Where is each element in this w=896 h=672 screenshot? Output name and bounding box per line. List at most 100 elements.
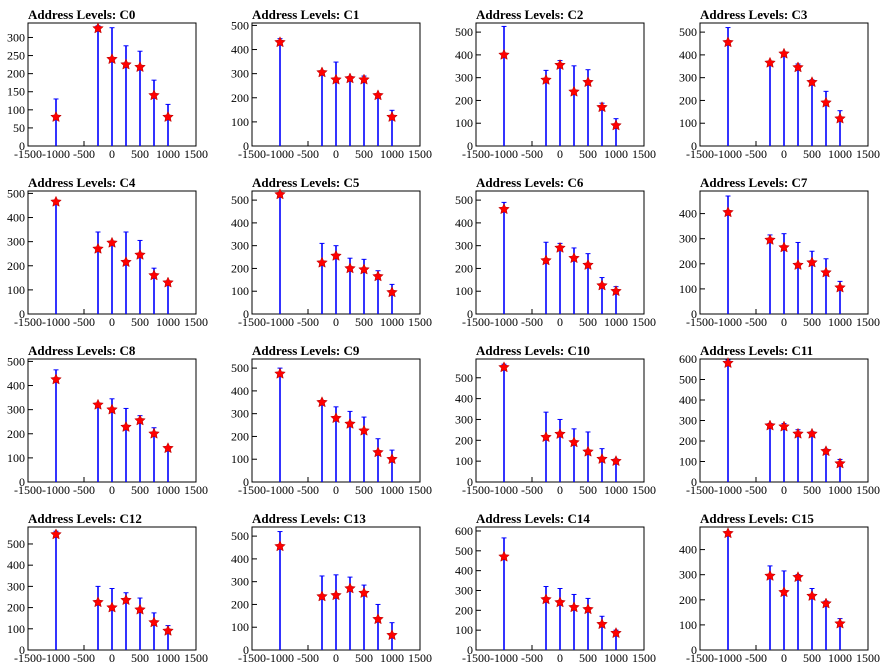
peak-marker: [582, 445, 594, 457]
peak-marker: [358, 263, 370, 275]
peak-marker: [778, 241, 790, 253]
y-tick-label: 100: [455, 284, 473, 298]
x-tick-label: 500: [579, 315, 597, 329]
y-tick-label: 400: [231, 384, 249, 398]
y-tick-label: 100: [455, 623, 473, 637]
y-tick-label: 400: [455, 392, 473, 406]
chart-panel: Address Levels: C50100200300400500-1500-…: [231, 175, 432, 329]
x-tick-label: -1000: [266, 147, 294, 161]
peak-marker: [92, 596, 104, 608]
chart-panel: Address Levels: C30100200300400500-1500-…: [679, 7, 880, 161]
y-tick-label: 200: [7, 601, 25, 615]
peak-marker: [344, 582, 356, 594]
x-tick-label: -1500: [238, 483, 266, 497]
y-tick-label: 400: [679, 543, 697, 557]
y-tick-label: 0: [19, 643, 25, 657]
y-tick-label: 0: [243, 307, 249, 321]
x-tick-label: 1500: [856, 147, 880, 161]
x-tick-label: 1000: [156, 315, 180, 329]
x-tick-label: 0: [781, 147, 787, 161]
peak-marker: [372, 89, 384, 101]
x-tick-label: -500: [297, 651, 319, 665]
y-tick-label: 0: [691, 139, 697, 153]
y-tick-label: 0: [19, 475, 25, 489]
peak-marker: [722, 36, 734, 48]
x-tick-label: -1500: [686, 651, 714, 665]
y-tick-label: 400: [679, 207, 697, 221]
peak-marker: [344, 417, 356, 429]
y-tick-label: 0: [243, 139, 249, 153]
x-tick-label: 1500: [632, 315, 656, 329]
chart-panel: Address Levels: C12 0 100 200 300 400 500 -1500…: [7, 511, 208, 665]
peak-marker: [316, 256, 328, 268]
peak-marker: [568, 601, 580, 613]
peak-marker: [792, 258, 804, 270]
chart-title: Address Levels: C5: [252, 175, 360, 190]
y-tick-label: 0: [467, 643, 473, 657]
chart-title: Address Levels: C11: [700, 343, 813, 358]
chart-panel: Address Levels: C10100200300400500-1500-…: [231, 7, 432, 161]
x-tick-label: -1500: [462, 483, 490, 497]
chart-panel: Address Levels: C13 0 100 200 300 400 500 -1500…: [231, 511, 432, 665]
x-tick-label: -500: [745, 483, 767, 497]
peak-marker: [498, 361, 510, 373]
peak-marker: [330, 412, 342, 424]
x-tick-label: 500: [579, 147, 597, 161]
peak-marker: [806, 589, 818, 601]
x-tick-label: 1500: [632, 147, 656, 161]
y-tick-label: 100: [7, 451, 25, 465]
y-tick-label: 400: [7, 379, 25, 393]
peak-marker: [372, 446, 384, 458]
y-tick-label: 200: [231, 261, 249, 275]
x-tick-label: -1000: [42, 147, 70, 161]
y-tick-label: 100: [679, 282, 697, 296]
y-tick-label: 100: [231, 620, 249, 634]
peak-marker: [806, 256, 818, 268]
x-tick-label: -1500: [686, 147, 714, 161]
peak-marker: [134, 603, 146, 615]
y-tick-label: 400: [455, 48, 473, 62]
x-tick-label: -1000: [42, 315, 70, 329]
x-tick-label: -1000: [490, 315, 518, 329]
x-tick-label: 1500: [632, 651, 656, 665]
y-tick-label: 300: [7, 579, 25, 593]
peak-marker: [596, 279, 608, 291]
x-tick-label: 0: [781, 651, 787, 665]
peak-marker: [554, 427, 566, 439]
y-tick-label: 500: [455, 544, 473, 558]
peak-marker: [498, 203, 510, 215]
y-tick-label: 100: [231, 115, 249, 129]
chart-panel: Address Levels: C7 0 100 200 300 400 -1500 -100…: [679, 175, 880, 329]
y-tick-label: 100: [679, 455, 697, 469]
y-tick-label: 0: [243, 475, 249, 489]
peak-marker: [596, 101, 608, 113]
x-tick-label: 1000: [380, 147, 404, 161]
peak-marker: [540, 431, 552, 443]
y-tick-label: 300: [231, 407, 249, 421]
peak-marker: [330, 589, 342, 601]
y-tick-label: 0: [19, 139, 25, 153]
peak-marker: [134, 414, 146, 426]
peak-marker: [372, 270, 384, 282]
x-tick-label: -500: [521, 483, 543, 497]
y-tick-label: 300: [7, 30, 25, 44]
x-tick-label: 1500: [184, 651, 208, 665]
y-tick-label: 150: [7, 85, 25, 99]
x-tick-label: 1500: [184, 147, 208, 161]
peak-marker: [106, 601, 118, 613]
peak-marker: [106, 236, 118, 248]
y-tick-label: 400: [7, 211, 25, 225]
y-tick-label: 100: [679, 618, 697, 632]
chart-panel: Address Levels: C40100200300400500-1500-…: [7, 175, 208, 329]
y-tick-label: 200: [7, 67, 25, 81]
chart-title: Address Levels: C6: [476, 175, 584, 190]
x-tick-label: 0: [333, 651, 339, 665]
x-tick-label: -1500: [14, 147, 42, 161]
x-tick-label: -1000: [714, 315, 742, 329]
peak-marker: [106, 53, 118, 65]
x-tick-label: 1500: [408, 483, 432, 497]
x-tick-label: -1000: [266, 483, 294, 497]
x-tick-label: 500: [131, 315, 149, 329]
x-tick-label: -1500: [686, 483, 714, 497]
